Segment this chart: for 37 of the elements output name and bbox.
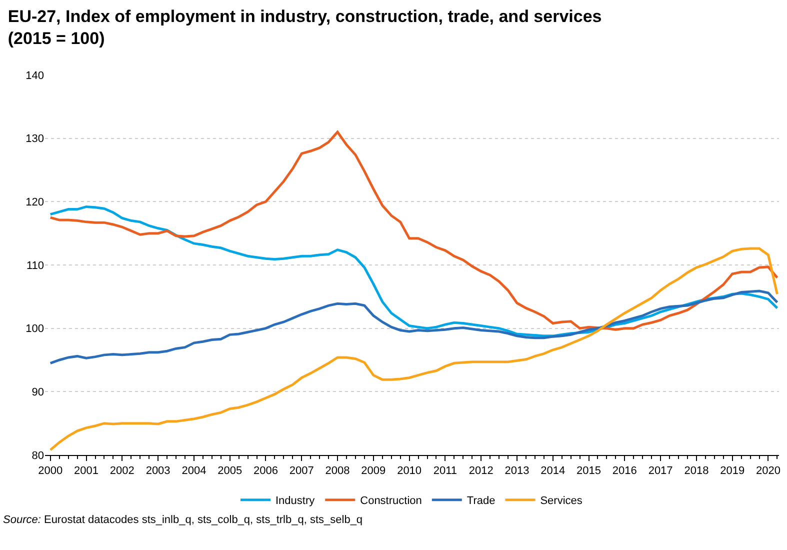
x-tick-label: 2003: [146, 465, 170, 478]
x-tick-label: 2014: [540, 465, 566, 478]
x-tick-label: 2011: [433, 465, 458, 478]
y-tick-label: 110: [26, 260, 44, 272]
x-tick-label: 2019: [720, 465, 745, 478]
y-tick-label: 80: [32, 450, 44, 462]
legend-label: Construction: [360, 495, 422, 508]
line-series: [49, 290, 778, 364]
source-note: Source: Eurostat datacodes sts_inlb_q, sts_colb_q, sts_trlb_q, sts_selb_q: [3, 514, 363, 526]
x-tick-label: 2018: [684, 465, 709, 478]
x-tick-label: 2016: [612, 465, 637, 478]
x-tick-label: 2010: [397, 465, 422, 478]
line-series: [49, 247, 778, 452]
x-tick-label: 2006: [254, 465, 278, 478]
x-tick-label: 2001: [74, 465, 99, 478]
x-tick-label: 2017: [648, 465, 673, 478]
x-tick-label: 2000: [38, 465, 63, 478]
chart-title: EU-27, Index of employment in industry, construction, trade, and services (2015 = 100): [8, 7, 602, 48]
x-tick-label: 2008: [325, 465, 350, 478]
y-tick-label: 140: [26, 70, 44, 82]
x-tick-label: 2020: [756, 465, 780, 478]
x-tick-label: 2005: [218, 465, 242, 478]
y-tick-label: 130: [26, 133, 44, 146]
x-tick-label: 2012: [468, 465, 494, 478]
x-tick-label: 2013: [504, 465, 530, 478]
legend-label: Industry: [276, 495, 316, 508]
x-tick-label: 2015: [576, 465, 602, 478]
legend-label: Services: [540, 495, 583, 508]
x-tick-label: 2009: [361, 465, 386, 478]
y-tick-label: 120: [26, 196, 44, 209]
x-tick-label: 2004: [182, 465, 206, 478]
line-series: [49, 130, 778, 331]
y-tick-label: 100: [26, 323, 44, 336]
x-tick-label: 2007: [289, 465, 314, 478]
legend-label: Trade: [466, 495, 496, 508]
y-tick-label: 90: [32, 386, 44, 399]
x-tick-label: 2002: [110, 465, 134, 478]
